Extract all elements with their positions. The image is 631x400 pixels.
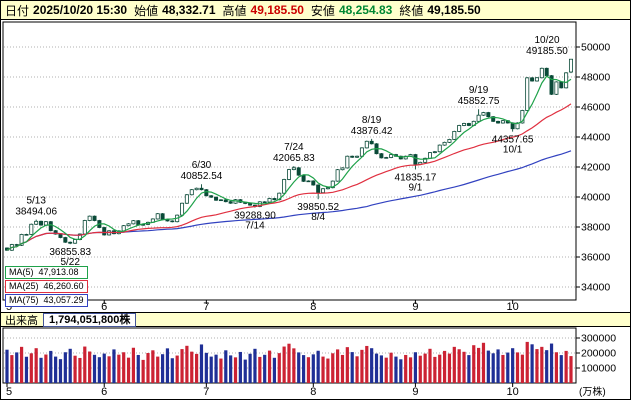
svg-text:49185.50: 49185.50 [526,46,568,57]
svg-text:41835.17: 41835.17 [395,172,437,183]
ma5-value: 47,913.08 [38,267,79,277]
ma-legend: MA(5) 47,913.08 MA(25) 46,260.60 MA(75) 43,… [5,266,88,307]
svg-text:9/19: 9/19 [469,85,489,96]
svg-text:43876.42: 43876.42 [351,126,393,137]
svg-text:6/30: 6/30 [192,160,212,171]
date-value: 2025/10/20 15:30 [33,3,128,17]
svg-text:44000: 44000 [581,132,610,144]
volume-header: 出来高 1,794,051,800株 [1,312,630,327]
svg-text:42065.83: 42065.83 [273,153,315,164]
svg-text:8/4: 8/4 [311,212,325,223]
quote-header: 日付 2025/10/20 15:30 始値 48,332.71 高値 49,1… [1,1,630,20]
svg-text:38494.06: 38494.06 [15,207,57,218]
ma25-label: MA(25) [9,281,39,291]
svg-text:8/19: 8/19 [362,115,382,126]
price-chart: 34000 36000 38000 40000 42000 44000 46000 48000… [1,20,630,312]
svg-text:46000: 46000 [581,102,610,114]
ma5-legend: MA(5) 47,913.08 [5,266,88,279]
svg-text:10: 10 [507,386,519,398]
svg-text:5/13: 5/13 [26,196,46,207]
close-label: 終値 [399,3,424,18]
open-label: 始値 [134,3,159,18]
svg-text:40000: 40000 [581,192,610,204]
svg-text:36855.83: 36855.83 [49,247,91,258]
volume-value: 1,794,051,800株 [43,312,137,327]
svg-text:9: 9 [412,386,418,398]
svg-text:5: 5 [6,386,12,398]
ma75-value: 43,057.29 [43,295,84,305]
svg-text:38000: 38000 [581,222,610,234]
volume-label: 出来高 [5,314,38,327]
ma25-value: 46,260.60 [43,281,84,291]
svg-text:5/22: 5/22 [60,257,80,268]
svg-text:39850.52: 39850.52 [297,202,339,213]
svg-text:7: 7 [203,301,209,312]
svg-text:8: 8 [310,301,316,312]
ma5-label: MA(5) [9,267,34,277]
svg-text:6: 6 [101,386,107,398]
svg-text:7: 7 [203,386,209,398]
high-value: 49,185.50 [250,3,304,17]
svg-text:10: 10 [507,301,519,312]
svg-text:48000: 48000 [581,72,610,84]
svg-text:9: 9 [412,301,418,312]
svg-text:34000: 34000 [581,282,610,294]
svg-text:6: 6 [101,301,107,312]
svg-text:44357.65: 44357.65 [492,135,534,146]
svg-text:50000: 50000 [581,42,610,54]
volume-chart-canvas: 100000 200000 300000 5 6 7 8 9 10 (万株) [2,327,616,398]
high-label: 高値 [222,3,247,18]
svg-text:10/20: 10/20 [534,35,559,46]
svg-text:45852.75: 45852.75 [458,96,500,107]
low-value: 48,254.83 [338,3,393,17]
ma75-label: MA(75) [9,295,39,305]
svg-text:200000: 200000 [581,348,616,360]
date-label: 日付 [5,3,30,18]
price-chart-canvas: 34000 36000 38000 40000 42000 44000 46000 48000… [2,21,610,312]
ma75-legend: MA(75) 43,057.29 [5,294,88,307]
svg-text:(万株): (万株) [579,385,606,398]
svg-text:39288.90: 39288.90 [234,211,276,222]
ma25-legend: MA(25) 46,260.60 [5,280,88,293]
svg-text:7/24: 7/24 [284,142,304,153]
svg-text:42000: 42000 [581,162,610,174]
svg-text:10/1: 10/1 [503,145,523,156]
low-label: 安値 [310,3,335,18]
svg-text:100000: 100000 [581,363,616,375]
svg-text:7/14: 7/14 [245,221,265,232]
svg-text:8: 8 [310,386,316,398]
svg-text:40852.54: 40852.54 [181,171,223,182]
open-value: 48,332.71 [162,3,216,17]
svg-text:300000: 300000 [581,333,616,345]
svg-text:36000: 36000 [581,252,610,264]
close-value: 49,185.50 [427,3,481,17]
svg-text:9/1: 9/1 [408,182,422,193]
